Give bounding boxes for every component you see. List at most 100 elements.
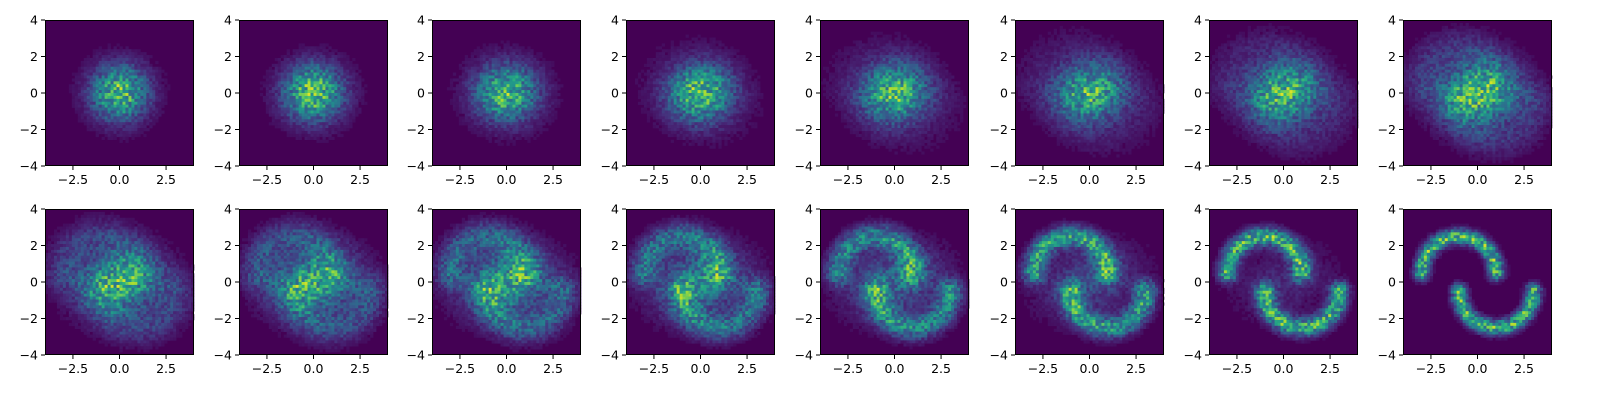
histogram-bin <box>673 49 677 53</box>
histogram-bin <box>882 95 886 100</box>
histogram-bin <box>924 63 928 68</box>
histogram-bin <box>331 93 335 97</box>
histogram-bin <box>346 107 350 111</box>
histogram-bin <box>161 87 165 91</box>
histogram-bin <box>670 49 674 53</box>
histogram-bin <box>98 60 102 65</box>
histogram-bin <box>503 81 507 85</box>
histogram-bin <box>95 133 99 138</box>
histogram-bin <box>464 95 469 100</box>
histogram-bin <box>149 119 153 123</box>
histogram-bin <box>358 110 362 114</box>
histogram-bin <box>894 87 898 91</box>
histogram-bin <box>488 78 492 82</box>
histogram-bin <box>295 63 299 68</box>
histogram-bin <box>697 101 701 105</box>
histogram-bin <box>536 81 540 85</box>
histogram-bin <box>939 116 943 120</box>
histogram-bin <box>500 95 504 100</box>
histogram-bin <box>867 75 871 79</box>
histogram-bin <box>652 101 657 105</box>
histogram-bin <box>667 119 671 123</box>
histogram-bin <box>316 52 320 56</box>
histogram-bin <box>167 87 171 91</box>
histogram-bin <box>682 43 686 47</box>
histogram-bin <box>661 95 666 100</box>
histogram-bin <box>655 125 660 129</box>
histogram-bin <box>298 55 302 59</box>
histogram-bin <box>909 63 913 68</box>
histogram-bin <box>352 84 356 88</box>
histogram-bin <box>280 101 284 105</box>
histogram-bin <box>307 87 311 91</box>
histogram-bin <box>289 110 293 114</box>
histogram-bin <box>467 95 472 100</box>
histogram-bin <box>703 40 707 44</box>
histogram-bin <box>491 55 495 59</box>
histogram-bin <box>900 78 904 82</box>
histogram-bin <box>488 98 492 103</box>
histogram-bin <box>310 93 314 97</box>
histogram-bin <box>497 72 501 76</box>
histogram-bin <box>730 104 734 108</box>
x-tick-label: 2.5 <box>737 172 757 187</box>
histogram-bin <box>518 63 522 68</box>
histogram-bin <box>361 78 365 82</box>
histogram-bin <box>92 52 96 56</box>
histogram-bin <box>921 107 925 111</box>
histogram-bin <box>470 90 475 94</box>
histogram-bin <box>271 87 276 91</box>
histogram-bin <box>319 125 323 129</box>
histogram-bin <box>733 72 737 76</box>
histogram-bin <box>691 43 695 47</box>
histogram-bin <box>482 81 486 85</box>
histogram-bin <box>518 116 522 120</box>
y-tick-label: −2 <box>601 122 619 137</box>
histogram-bin <box>292 113 296 117</box>
histogram-bin <box>289 87 293 91</box>
histogram-bin <box>140 98 144 103</box>
histogram-bin <box>676 113 680 117</box>
histogram-bin <box>328 52 332 56</box>
histogram-bin <box>700 93 704 97</box>
histogram-bin <box>527 63 531 68</box>
histogram-bin <box>733 69 737 73</box>
histogram-bin <box>936 87 940 91</box>
histogram-bin <box>119 55 123 59</box>
histogram-bin <box>515 78 519 82</box>
histogram-bin <box>954 110 958 114</box>
histogram-bin <box>292 110 296 114</box>
histogram-bin <box>298 130 302 135</box>
histogram-bin <box>921 113 925 117</box>
histogram-bin <box>313 87 317 91</box>
histogram-bin <box>295 119 299 123</box>
histogram-bin <box>137 57 141 62</box>
histogram-bin <box>473 75 477 79</box>
histogram-bin <box>92 107 96 111</box>
histogram-bin <box>319 104 323 108</box>
histogram-bin <box>843 101 848 105</box>
histogram-bin <box>274 104 279 108</box>
histogram-bin <box>116 63 120 68</box>
histogram-bin <box>718 75 722 79</box>
histogram-bin <box>488 60 492 65</box>
histogram-bin <box>533 66 537 70</box>
histogram-bin <box>861 52 865 56</box>
histogram-bin <box>733 107 737 111</box>
histogram-bin <box>718 66 722 70</box>
histogram-bin <box>107 75 111 79</box>
histogram-bin <box>939 66 943 70</box>
histogram-bin <box>691 104 695 108</box>
histogram-bin <box>894 75 898 79</box>
histogram-bin <box>834 63 839 68</box>
histogram-bin <box>80 75 85 79</box>
histogram-bin <box>310 98 314 103</box>
histogram-bin <box>706 90 710 94</box>
histogram-bin <box>703 125 707 129</box>
histogram-bin <box>646 63 651 68</box>
histogram-bin <box>658 87 663 91</box>
histogram-bin <box>349 119 353 123</box>
histogram-bin <box>957 107 961 111</box>
histogram-bin <box>924 90 928 94</box>
histogram-bin <box>945 93 949 97</box>
